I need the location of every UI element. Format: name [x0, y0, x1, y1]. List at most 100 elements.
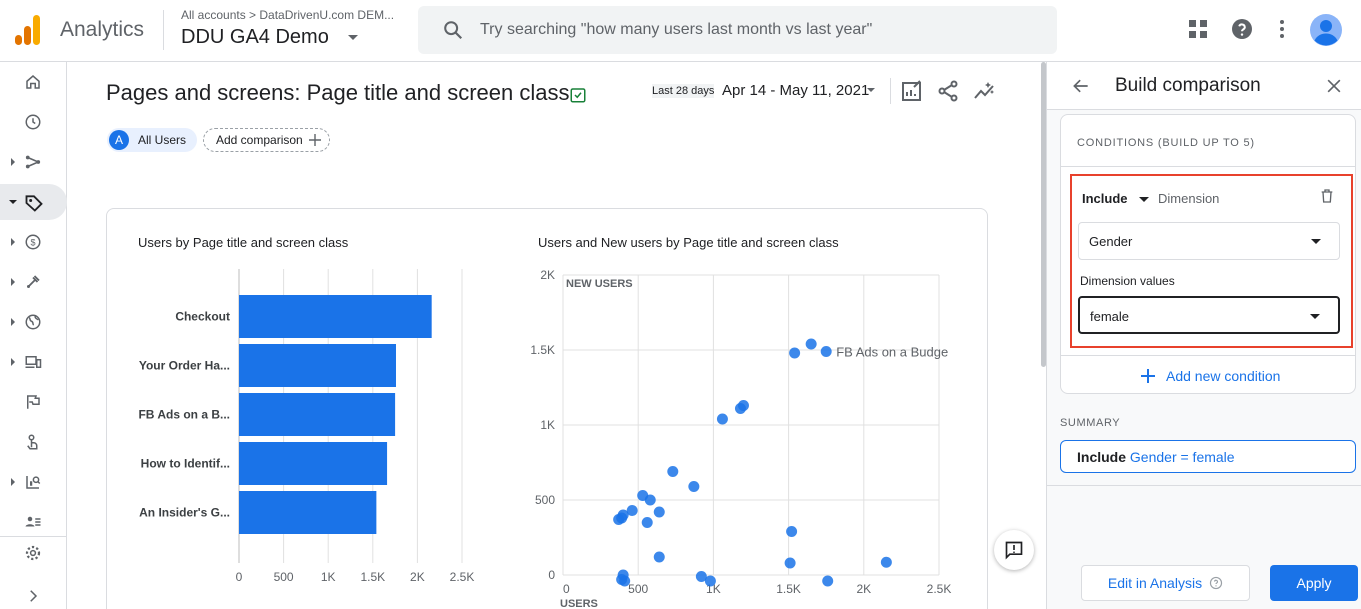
nav-tech[interactable]	[0, 344, 67, 380]
main-scrollbar[interactable]	[1041, 62, 1046, 367]
property-selector[interactable]: DDU GA4 Demo	[181, 26, 329, 48]
scatter-chart-title: Users and New users by Page title and sc…	[538, 235, 839, 250]
plus-icon	[1141, 369, 1155, 383]
bar-tick-label: 1.5K	[360, 570, 385, 584]
comparison-chip-all-users[interactable]: A All Users	[107, 128, 198, 152]
customize-report-icon[interactable]	[900, 79, 924, 103]
include-selector[interactable]: Include	[1082, 191, 1128, 206]
delete-trash-icon[interactable]	[1319, 188, 1335, 204]
date-range-preset[interactable]: Last 28 days	[652, 84, 715, 98]
share-icon[interactable]	[936, 79, 960, 103]
comparison-badge: A	[109, 130, 129, 150]
nav-admin[interactable]	[0, 535, 67, 571]
scatter-point	[820, 346, 832, 357]
page-title: Pages and screens: Page title and screen…	[106, 80, 570, 105]
close-icon[interactable]	[1324, 76, 1344, 96]
scatter-point	[616, 574, 628, 585]
dimension-select[interactable]: Gender	[1078, 222, 1340, 260]
bar-chart: 0 500 1K 1.5K 2K 2.5K Checkout Your Order Ha...…	[138, 269, 474, 584]
divider	[1061, 355, 1355, 356]
summary-heading: SUMMARY	[1060, 417, 1121, 429]
summary-include: Include	[1077, 449, 1127, 465]
nav-demographics[interactable]	[0, 304, 67, 340]
dimension-values-select[interactable]: female	[1078, 296, 1340, 334]
scatter-point	[784, 557, 796, 569]
left-navigation: $	[0, 62, 67, 609]
scatter-point	[695, 571, 707, 582]
help-icon[interactable]	[1230, 17, 1254, 41]
nav-conversions[interactable]	[0, 424, 67, 460]
bar-tick-label: 2K	[410, 570, 425, 584]
scatter-point	[737, 400, 749, 411]
add-comparison-button[interactable]: Add comparison	[203, 128, 330, 152]
svg-text:$: $	[30, 237, 35, 247]
tech-devices-icon	[25, 356, 42, 368]
scatter-x-axis-label: USERS	[560, 598, 598, 609]
scatter-y-tick-label: 500	[535, 493, 555, 507]
chart-card: Users by Page title and screen class Use…	[106, 208, 988, 609]
nav-events-flag[interactable]	[0, 384, 67, 420]
nav-realtime[interactable]	[0, 104, 67, 140]
flag-icon	[27, 395, 40, 409]
nav-monetization[interactable]: $	[0, 224, 67, 260]
bar-category-label: An Insider's G...	[139, 506, 230, 520]
dimension-values-label: Dimension values	[1080, 274, 1175, 288]
nav-audience[interactable]	[0, 504, 67, 540]
caret-down-icon[interactable]	[1139, 197, 1149, 202]
add-new-condition-button[interactable]: Add new condition	[1140, 368, 1280, 384]
date-range-value[interactable]: Apr 14 - May 11, 2021	[722, 82, 870, 99]
apply-button[interactable]: Apply	[1270, 565, 1358, 601]
build-comparison-panel: Build comparison CONDITIONS (BUILD UP TO…	[1046, 62, 1361, 609]
scatter-y-tick-label: 1K	[540, 418, 555, 432]
realtime-clock-icon	[25, 114, 41, 130]
divider	[1047, 485, 1361, 486]
expand-icon	[11, 158, 15, 166]
caret-down-icon[interactable]	[348, 35, 358, 40]
account-avatar-icon[interactable]	[1309, 13, 1343, 47]
nav-acquisition[interactable]	[0, 144, 67, 180]
scatter-point	[641, 517, 653, 528]
scatter-y-tick-label: 1.5K	[530, 343, 555, 357]
retention-icon	[27, 275, 40, 288]
back-arrow-icon[interactable]	[1071, 76, 1091, 96]
apps-grid-icon[interactable]	[1186, 17, 1210, 41]
feedback-button[interactable]	[994, 530, 1034, 570]
scatter-point	[653, 506, 665, 518]
more-vert-icon[interactable]	[1270, 17, 1294, 41]
account-breadcrumb[interactable]: All accounts > DataDrivenU.com DEM...	[181, 8, 395, 22]
scatter-x-tick-label: 0	[563, 582, 570, 596]
nav-explore[interactable]	[0, 464, 67, 500]
bar-chart-title: Users by Page title and screen class	[138, 235, 349, 250]
bar-category-label: Your Order Ha...	[139, 359, 230, 373]
nav-home[interactable]	[0, 64, 67, 100]
engagement-tag-icon	[25, 195, 43, 212]
nav-expand[interactable]	[0, 578, 67, 609]
scatter-point	[613, 514, 625, 525]
comparison-chip-label: All Users	[138, 133, 187, 147]
nav-engagement[interactable]	[0, 184, 67, 220]
nav-retention[interactable]	[0, 264, 67, 300]
top-app-bar: Analytics All accounts > DataDrivenU.com…	[0, 0, 1361, 62]
edit-in-analysis-button[interactable]: Edit in Analysis	[1081, 565, 1250, 601]
verified-check-icon	[570, 88, 586, 103]
scatter-point	[805, 338, 817, 350]
scatter-y-tick-label: 2K	[540, 268, 555, 282]
expand-icon	[11, 318, 15, 326]
touch-icon	[27, 434, 38, 450]
audience-icon	[25, 516, 41, 527]
divider	[1061, 166, 1355, 167]
search-input[interactable]	[480, 16, 1040, 44]
insights-icon[interactable]	[973, 79, 997, 103]
caret-down-icon	[1311, 239, 1321, 244]
scatter-x-tick-label: 1.5K	[776, 582, 801, 596]
scatter-annotation: FB Ads on a Budge	[836, 345, 948, 360]
dimension-select-value: Gender	[1089, 234, 1133, 249]
edit-in-analysis-label: Edit in Analysis	[1107, 575, 1203, 591]
search-bar[interactable]	[418, 6, 1057, 54]
scatter-point	[716, 413, 728, 425]
chevron-right-icon	[30, 590, 38, 602]
caret-down-icon[interactable]	[867, 88, 875, 92]
expand-icon	[11, 238, 15, 246]
scatter-x-tick-label: 2.5K	[927, 582, 952, 596]
